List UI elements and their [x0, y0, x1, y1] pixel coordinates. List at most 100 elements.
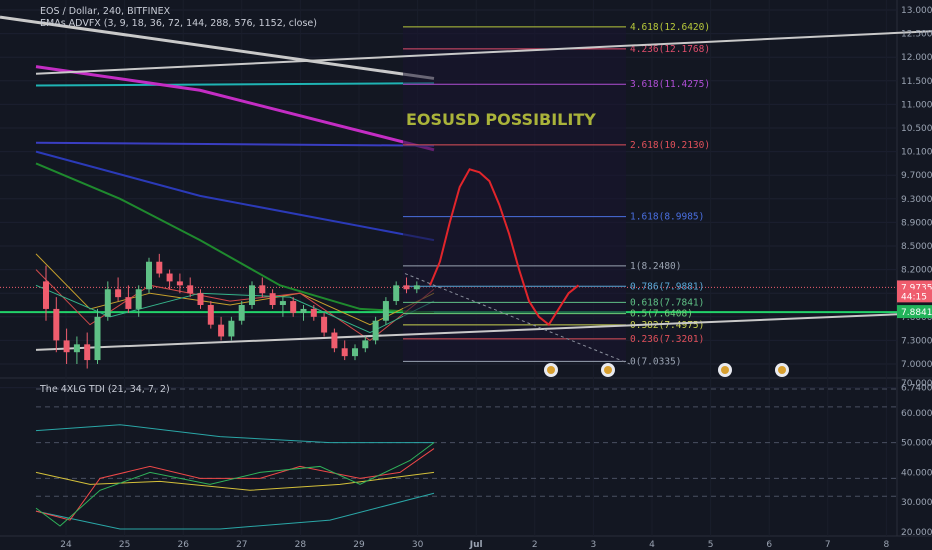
fibonacci-label: 1(8.2480)	[630, 261, 681, 272]
candle-body	[146, 261, 152, 290]
candles	[43, 253, 420, 369]
fibonacci-label: 0.618(7.7841)	[630, 297, 704, 308]
moving-average-line	[35, 65, 435, 152]
projected-price-path	[429, 168, 580, 327]
moving-average-line	[0, 15, 435, 80]
candle-body	[104, 289, 111, 317]
candle-body	[115, 289, 122, 298]
price-tag-label: 7.9735	[901, 283, 932, 293]
candle-body	[228, 320, 235, 337]
candle-body	[187, 285, 194, 294]
fibonacci-label: 0.5(7.6408)	[630, 309, 693, 320]
moving-average-line	[35, 269, 435, 342]
time-tick-label: 4	[649, 540, 655, 550]
tdi-panel	[35, 388, 897, 530]
price-tag	[897, 305, 932, 319]
price-tick-label: 12.5000	[901, 30, 932, 40]
candle-body	[125, 297, 132, 309]
tdi-line	[35, 442, 435, 527]
candle-body	[43, 281, 49, 309]
time-tick-label: 6	[766, 540, 772, 550]
candle-body	[259, 285, 266, 294]
tdi-tick-label: 20.0000	[901, 528, 932, 538]
time-tick-label: 5	[708, 540, 714, 550]
moving-averages	[0, 15, 435, 342]
candle-body	[279, 301, 286, 305]
time-tick-label: 28	[295, 540, 307, 550]
time-tick-label: 24	[60, 540, 72, 550]
fibonacci-label: 4.618(12.6420)	[630, 22, 710, 33]
candle-body	[352, 348, 358, 357]
fibonacci-label: 4.236(12.1768)	[630, 44, 710, 55]
event-marker-icon	[604, 366, 612, 374]
price-tag	[897, 289, 932, 303]
tdi-line	[35, 448, 435, 521]
time-tick-label: 2	[532, 540, 538, 550]
upper-trendline	[35, 30, 932, 75]
price-tick-label: 12.0000	[901, 53, 932, 63]
price-tick-label: 8.9000	[901, 218, 932, 228]
candle-body	[300, 308, 307, 313]
trendlines	[35, 30, 932, 365]
candle-body	[156, 261, 163, 274]
time-tick-label: 26	[177, 540, 189, 550]
price-tag-label: 44:15	[901, 292, 927, 302]
candle-body	[94, 316, 101, 361]
candle-body	[341, 348, 348, 357]
symbol-title[interactable]: EOS / Dollar, 240, BITFINEX	[40, 6, 171, 17]
time-tick-label: 30	[412, 540, 424, 550]
dashed-projection-line	[404, 273, 631, 365]
price-tag-label: 7.8841	[901, 308, 932, 318]
moving-average-line	[35, 141, 435, 147]
candle-body	[53, 308, 60, 341]
time-tick-label: 29	[353, 540, 365, 550]
indicator-title[interactable]: EMAs ADVFX (3, 9, 18, 36, 72, 144, 288, …	[40, 18, 317, 29]
fibonacci-label: 3.618(11.4275)	[630, 79, 710, 90]
candle-body	[393, 285, 400, 302]
price-tick-label: 8.5000	[901, 242, 932, 252]
candle-body	[290, 301, 297, 313]
price-tick-label: 7.0000	[901, 360, 932, 370]
projection	[429, 168, 580, 327]
candle-body	[372, 320, 379, 341]
axes: 13.0000 12.5000 12.0000 11.5000 11.0000 10.50…	[60, 6, 932, 550]
tdi-tick-label: 70.0000	[901, 379, 932, 389]
candle-body	[382, 301, 389, 321]
candle-body	[238, 305, 245, 321]
event-marker-icon	[547, 366, 555, 374]
tdi-line	[35, 492, 435, 530]
price-tick-label: 11.0000	[901, 100, 932, 110]
lower-trendline	[35, 311, 932, 351]
fibonacci-zone	[403, 26, 626, 362]
price-tick-label: 13.0000	[901, 6, 932, 16]
annotation-text: EOSUSD POSSIBILITY	[406, 110, 596, 129]
price-tick-label: 7.3000	[901, 336, 932, 346]
event-marker-icon	[721, 366, 729, 374]
time-tick-label: 25	[119, 540, 130, 550]
candle-body	[321, 316, 328, 333]
tdi-tick-label: 50.0000	[901, 439, 932, 449]
candle-body	[403, 285, 410, 290]
tdi-tick-label: 40.0000	[901, 468, 932, 478]
price-tick-label: 10.5000	[901, 124, 932, 134]
candle-body	[269, 293, 276, 305]
price-tick-label: 6.7400	[901, 384, 932, 394]
price-tick-label: 9.7000	[901, 171, 932, 181]
time-tick-label: 8	[884, 540, 890, 550]
tdi-title[interactable]: The 4XLG TDI (21, 34, 7, 2)	[39, 384, 170, 395]
candle-body	[249, 285, 255, 305]
moving-average-line	[35, 162, 435, 314]
candle-body	[362, 340, 369, 349]
candle-body	[73, 344, 80, 353]
fibonacci-label: 0.786(7.9881)	[630, 281, 704, 292]
fibonacci-label: 1.618(8.9985)	[630, 212, 704, 223]
candle-body	[218, 324, 225, 337]
event-marker-icon	[778, 366, 786, 374]
fibonacci-levels: 4.618(12.6420) 4.236(12.1768) 3.618(11.427…	[403, 22, 710, 367]
price-tick-label: 8.2000	[901, 266, 932, 276]
candle-body	[207, 305, 214, 325]
price-tick-label: 9.3000	[901, 195, 932, 205]
candle-body	[176, 281, 183, 286]
time-tick-label: Jul	[469, 540, 483, 550]
